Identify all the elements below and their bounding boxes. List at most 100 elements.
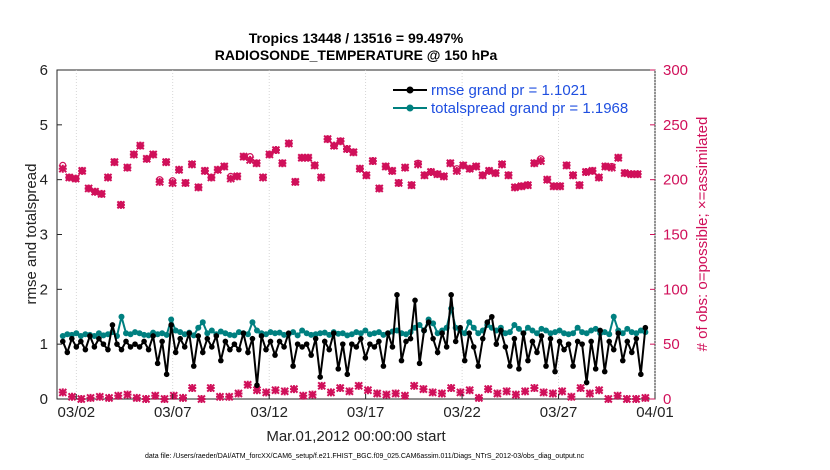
rmse-point bbox=[502, 344, 509, 350]
rmse-point bbox=[507, 363, 513, 369]
totalspread-point bbox=[91, 332, 98, 339]
totalspread-point bbox=[235, 329, 242, 336]
obs-low-point bbox=[567, 392, 576, 402]
totalspread-point bbox=[357, 330, 364, 337]
totalspread-point bbox=[619, 330, 626, 337]
obs-low-point bbox=[252, 386, 262, 395]
y-left-tick-label: 3 bbox=[40, 227, 48, 244]
rmse-point bbox=[303, 341, 310, 347]
obs-low-point bbox=[243, 380, 252, 389]
rmse-point bbox=[213, 333, 220, 339]
totalspread-point bbox=[118, 313, 125, 320]
rmse-point bbox=[570, 363, 576, 369]
obs-low-point bbox=[104, 393, 114, 403]
rmse-point bbox=[290, 363, 296, 369]
tick-layer: 03/02 03/07 03/12 03/17 03/22 03/27 04/0101234… bbox=[40, 62, 688, 421]
rmse-point bbox=[592, 366, 599, 372]
totalspread-point bbox=[190, 332, 197, 339]
rmse-point bbox=[285, 330, 292, 337]
rmse-point bbox=[574, 338, 581, 345]
rmse-point bbox=[154, 360, 161, 367]
obs-assimilated-point bbox=[523, 180, 533, 190]
rmse-point bbox=[439, 330, 445, 337]
rmse-point bbox=[227, 346, 233, 353]
rmse-point bbox=[362, 355, 369, 361]
totalspread-point bbox=[104, 331, 111, 338]
rmse-point bbox=[105, 346, 111, 353]
rmse-point bbox=[132, 341, 138, 347]
obs-low-point bbox=[456, 388, 465, 397]
obs-low-point bbox=[58, 388, 67, 397]
rmse-point bbox=[371, 344, 378, 350]
obs-low-point bbox=[114, 391, 123, 400]
totalspread-point bbox=[299, 327, 306, 334]
obs-assimilated-point bbox=[465, 164, 474, 173]
obs-assimilated-point bbox=[459, 161, 468, 170]
totalspread-point bbox=[253, 327, 260, 334]
obs-assimilated-point bbox=[168, 178, 177, 188]
x-tick-label: 03/02 bbox=[58, 404, 96, 421]
obs-low-point bbox=[382, 390, 391, 399]
totalspread-point bbox=[339, 330, 346, 337]
obs-assimilated-point bbox=[278, 159, 287, 168]
obs-low-point bbox=[141, 394, 151, 404]
totalspread-point bbox=[177, 329, 184, 336]
y-right-tick-label: 150 bbox=[663, 227, 688, 244]
totalspread-point bbox=[64, 331, 71, 338]
obs-assimilated-point bbox=[420, 171, 429, 180]
obs-assimilated-point bbox=[510, 183, 520, 192]
obs-assimilated-point bbox=[588, 166, 597, 176]
obs-low-point bbox=[474, 393, 484, 403]
obs-low-point bbox=[465, 386, 474, 395]
y-right-tick-label: 250 bbox=[663, 117, 688, 134]
y-right-tick-label: 100 bbox=[663, 281, 688, 298]
rmse-point bbox=[403, 338, 409, 345]
obs-assimilated-point bbox=[614, 153, 623, 162]
obs-assimilated-point bbox=[620, 168, 629, 178]
obs-assimilated-point bbox=[239, 152, 248, 161]
obs-assimilated-point bbox=[245, 155, 255, 165]
totalspread-point bbox=[77, 332, 84, 339]
rmse-point bbox=[479, 335, 486, 342]
rmse-point bbox=[475, 363, 482, 369]
totalspread-point bbox=[633, 330, 640, 337]
y-left-tick-label: 6 bbox=[40, 62, 48, 79]
rmse-point bbox=[457, 324, 463, 331]
obs-assimilated-point bbox=[362, 171, 371, 180]
totalspread-point bbox=[434, 330, 441, 337]
rmse-point bbox=[281, 344, 287, 350]
obs-assimilated-point bbox=[484, 166, 494, 176]
rmse-point bbox=[172, 349, 179, 356]
rmse-point bbox=[606, 338, 613, 345]
x-tick-label: 04/01 bbox=[636, 404, 674, 421]
rmse-point bbox=[601, 368, 608, 375]
rmse-point bbox=[358, 335, 364, 342]
rmse-point bbox=[82, 346, 89, 353]
obs-assimilated-point bbox=[194, 183, 203, 192]
rmse-point bbox=[136, 344, 143, 350]
totalspread-point bbox=[222, 330, 229, 337]
totalspread-point bbox=[380, 331, 387, 338]
totalspread-point bbox=[547, 330, 554, 337]
obs-low-point bbox=[151, 391, 160, 400]
rmse-point bbox=[380, 363, 387, 369]
rmse-point bbox=[416, 360, 423, 367]
obs-low-point bbox=[530, 383, 539, 393]
totalspread-point bbox=[132, 329, 139, 336]
obs-low-point bbox=[299, 391, 308, 400]
obs-low-point bbox=[493, 389, 502, 398]
totalspread-point bbox=[353, 329, 360, 336]
y-right-tick-label: 300 bbox=[663, 62, 688, 79]
obs-assimilated-point bbox=[123, 163, 132, 172]
x-tick-label: 03/07 bbox=[154, 404, 192, 421]
rmse-point bbox=[412, 297, 418, 304]
obs-assimilated-point bbox=[400, 163, 410, 172]
rmse-point bbox=[638, 371, 644, 378]
totalspread-point bbox=[475, 330, 482, 337]
rmse-point bbox=[561, 346, 567, 353]
rmse-point bbox=[299, 344, 305, 350]
totalspread-point bbox=[276, 329, 283, 336]
obs-assimilated-point bbox=[575, 180, 584, 190]
rmse-point bbox=[330, 330, 337, 337]
obs-assimilated-point bbox=[142, 154, 151, 164]
